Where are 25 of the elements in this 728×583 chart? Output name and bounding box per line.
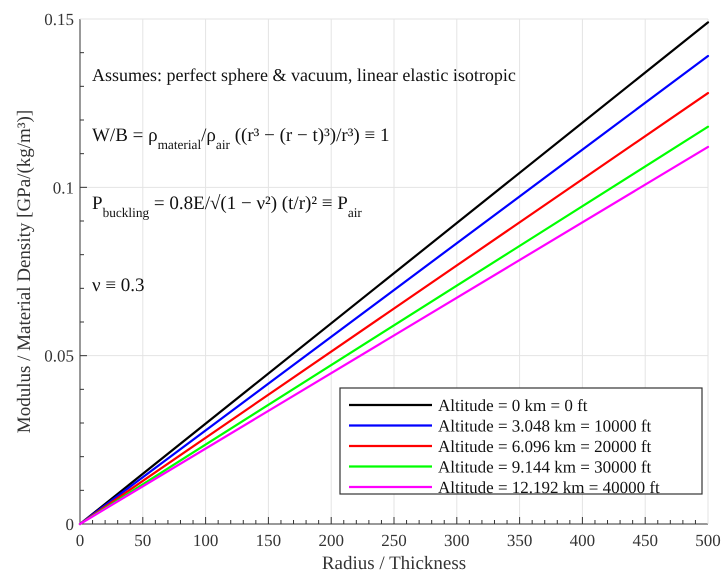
x-tick-label: 250 [381,531,407,550]
y-axis-title: Modulus / Material Density [GPa/(kg/m³)] [14,110,35,434]
x-axis-title: Radius / Thickness [322,553,466,574]
legend-label: Altitude = 9.144 km = 30000 ft [438,458,652,476]
legend-label: Altitude = 6.096 km = 20000 ft [438,437,652,456]
legend-label: Altitude = 3.048 km = 10000 ft [438,416,652,436]
x-tick-label: 200 [318,531,344,550]
legend-label: Altitude = 0 km = 0 ft [438,396,588,415]
annotation: Assumes: perfect sphere & vacuum, linear elastic isotropic [92,65,516,85]
y-tick-label: 0.1 [52,178,74,198]
x-tick-label: 100 [192,531,218,550]
legend-label: Altitude = 12.192 km = 40000 ft [438,478,660,497]
x-tick-label: 300 [444,531,470,550]
annotation: P$_{buckling}$ = 0.8E/√(1 − ν²) (t/r)² ≡ P$_{air}$ [92,193,362,220]
x-tick-label: 150 [256,531,282,550]
annotation: W/B = ρ$_{material}$/ρ$_{air}$ ((r³ − (r − t)³)/r³) ≡ 1 [92,125,390,152]
y-tick-label: 0 [66,515,74,534]
x-tick-label: 50 [134,531,152,550]
x-tick-label: 450 [632,531,658,550]
y-tick-label: 0.05 [44,346,74,366]
x-tick-label: 400 [570,531,596,550]
y-tick-label: 0.15 [44,10,74,29]
annotation: ν ≡ 0.3 [92,275,145,296]
x-tick-label: 350 [506,531,532,550]
x-tick-label: 500 [695,531,721,550]
